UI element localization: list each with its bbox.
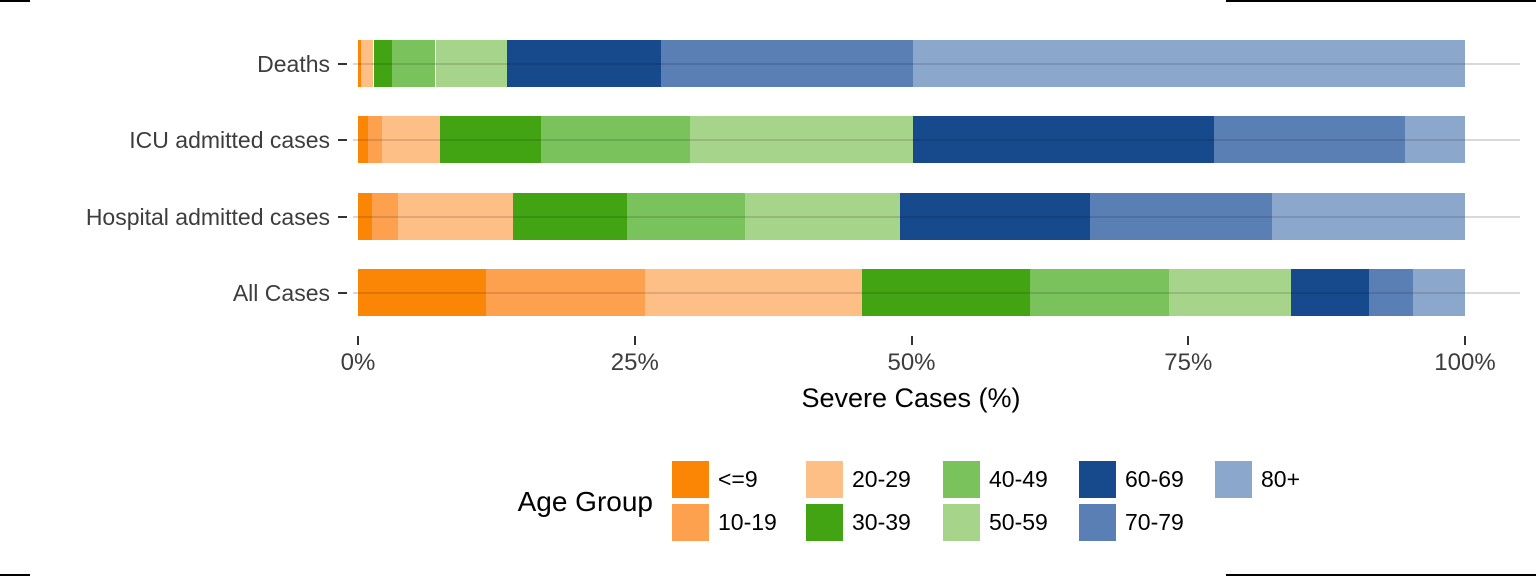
bar-segment-80+: [1413, 269, 1465, 316]
grid-line-over-bar: [358, 138, 1465, 141]
x-axis-tick: [633, 336, 636, 345]
bar-segment-80+: [912, 40, 1465, 87]
x-axis-tick: [910, 336, 913, 345]
y-axis-label: Deaths: [257, 50, 330, 77]
bar-segment-20-29: [397, 193, 513, 240]
bar-segment-<=9: [358, 116, 368, 163]
legend-swatch-40-49: [943, 461, 980, 498]
bar-segment-70-79: [1213, 116, 1406, 163]
x-axis-tick-label: 0%: [340, 349, 376, 376]
y-axis-label: ICU admitted cases: [129, 126, 330, 153]
bar-segment-30-39: [373, 40, 393, 87]
legend-label-50-59: 50-59: [989, 509, 1048, 535]
y-axis-tick: [338, 291, 347, 294]
y-axis-tick: [338, 138, 347, 141]
y-axis-label: All Cases: [232, 279, 330, 306]
bar-segment-80+: [1405, 116, 1465, 163]
bar-segment-40-49: [392, 40, 436, 87]
y-axis-tick: [338, 215, 347, 218]
legend-label-40-49: 40-49: [989, 466, 1048, 492]
legend-swatch-50-59: [943, 504, 980, 541]
x-axis-tick-label: 75%: [1164, 349, 1213, 376]
bar-segment-60-69: [1291, 269, 1369, 316]
window-border-top-right: [1226, 0, 1536, 2]
grid-line-over-bar: [358, 215, 1465, 218]
bar-segment-60-69: [507, 40, 662, 87]
bar-segment-20-29: [644, 269, 862, 316]
legend-label-60-69: 60-69: [1125, 466, 1184, 492]
x-axis-title: Severe Cases (%): [801, 383, 1021, 413]
x-axis-tick-label: 100%: [1434, 349, 1496, 376]
bar-segment-60-69: [912, 116, 1214, 163]
legend-label-70-79: 70-79: [1125, 509, 1184, 535]
x-axis-tick: [357, 336, 359, 345]
legend-label-10-19: 10-19: [718, 509, 777, 535]
legend-label-30-39: 30-39: [852, 509, 911, 535]
legend-label-20-29: 20-29: [852, 466, 911, 492]
bar-segment-<=9: [358, 269, 487, 316]
bar-segment-10-19: [486, 269, 645, 316]
bar-segment-50-59: [690, 116, 913, 163]
bar-segment-10-19: [372, 193, 398, 240]
bar-segment-50-59: [1169, 269, 1292, 316]
legend-swatch-80+: [1215, 461, 1252, 498]
bar-segment-80+: [1272, 193, 1465, 240]
bar-segment-20-29: [361, 40, 374, 87]
x-axis-tick: [1187, 336, 1190, 345]
y-axis-label: Hospital admitted cases: [85, 203, 330, 230]
bar-segment-40-49: [627, 193, 746, 240]
bar-segment-30-39: [439, 116, 541, 163]
x-axis-tick-label: 25%: [610, 349, 659, 376]
bar-segment-20-29: [382, 116, 440, 163]
legend-swatch-60-69: [1079, 461, 1116, 498]
window-border-top-left: [0, 0, 30, 2]
bar-segment-50-59: [745, 193, 901, 240]
bar-segment-60-69: [900, 193, 1090, 240]
bar-segment-40-49: [1029, 269, 1170, 316]
grid-line-over-bar: [358, 291, 1465, 294]
bar-segment-40-49: [540, 116, 691, 163]
legend-swatch-70-79: [1079, 504, 1116, 541]
bar-segment-30-39: [513, 193, 627, 240]
legend-swatch-30-39: [806, 504, 843, 541]
window-border-bottom-right: [1226, 574, 1536, 576]
bar-segment-50-59: [435, 40, 508, 87]
bar-segment-70-79: [1368, 269, 1413, 316]
legend-swatch-20-29: [806, 461, 843, 498]
y-axis-tick: [338, 62, 347, 65]
window-border-bottom-left: [0, 574, 30, 576]
x-axis-tick-label: 50%: [887, 349, 936, 376]
bar-segment-10-19: [368, 116, 383, 163]
legend-title: Age Group: [517, 486, 653, 517]
bar-segment-70-79: [661, 40, 913, 87]
legend-swatch-<=9: [672, 461, 709, 498]
legend-label-80+: 80+: [1261, 466, 1301, 492]
bar-segment-70-79: [1089, 193, 1273, 240]
x-axis-tick: [1464, 336, 1466, 345]
bar-segment-<=9: [358, 40, 362, 87]
grid-line-over-bar: [358, 62, 1465, 65]
bar-segment-<=9: [358, 193, 373, 240]
bar-segment-30-39: [861, 269, 1030, 316]
legend-swatch-10-19: [672, 504, 709, 541]
legend-label-<=9: <=9: [718, 466, 758, 492]
